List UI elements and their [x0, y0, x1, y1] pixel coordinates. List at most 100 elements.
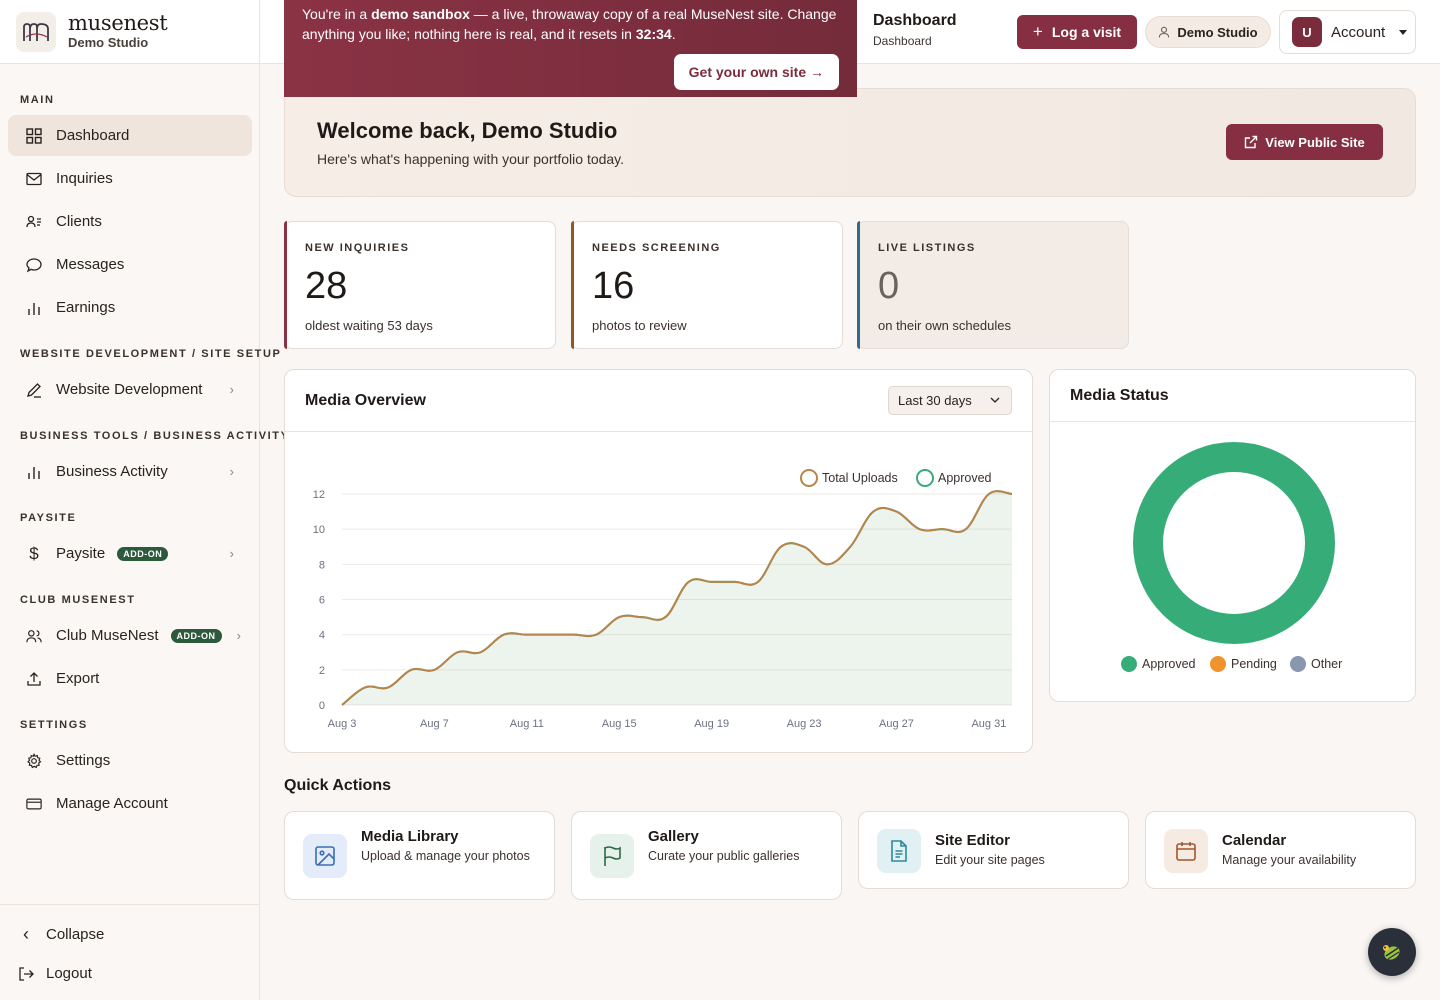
- sidebar-item-business-activity[interactable]: Business Activity ›: [8, 451, 252, 492]
- quick-action-desc: Edit your site pages: [935, 853, 1045, 867]
- sidebar-item-label: Export: [56, 670, 100, 687]
- date-range-select[interactable]: Last 30 days: [888, 386, 1012, 415]
- section-business: BUSINESS TOOLS / BUSINESS ACTIVITY: [20, 430, 290, 442]
- banner-timer: 32:34: [635, 26, 672, 42]
- grid-icon: [26, 127, 42, 144]
- media-status-card: Media Status Approved Pending Other: [1049, 369, 1416, 702]
- stat-label: LIVE LISTINGS: [878, 242, 976, 254]
- sidebar-item-manage-account[interactable]: Manage Account: [8, 783, 252, 824]
- sidebar-item-clients[interactable]: Clients: [8, 201, 252, 242]
- contacts-icon: [26, 214, 42, 230]
- bar-chart-icon: [26, 464, 42, 480]
- sidebar-item-label: Business Activity: [56, 463, 168, 480]
- section-main: MAIN: [20, 94, 55, 106]
- quick-action-site-editor[interactable]: Site Editor Edit your site pages: [858, 811, 1129, 889]
- card-divider: [285, 431, 1032, 432]
- sidebar-item-label: Inquiries: [56, 170, 113, 187]
- sidebar-footer: ‹ Collapse Logout: [0, 904, 260, 1000]
- y-tick-label: 0: [319, 700, 325, 712]
- view-public-site-label: View Public Site: [1265, 134, 1365, 150]
- get-own-site-button[interactable]: Get your own site →: [673, 54, 839, 90]
- brand-name: musenest: [68, 11, 168, 35]
- sidebar-item-paysite[interactable]: $ Paysite ADD-ON ›: [8, 533, 252, 574]
- bar-chart-icon: [26, 300, 42, 316]
- sidebar-item-export[interactable]: Export: [8, 658, 252, 699]
- breadcrumb[interactable]: Dashboard: [873, 34, 932, 48]
- chevron-left-icon: ‹: [23, 924, 29, 944]
- calendar-icon: [1164, 829, 1208, 873]
- collapse-button[interactable]: ‹ Collapse: [18, 924, 105, 944]
- legend-approved[interactable]: Approved: [1121, 656, 1196, 672]
- sidebar-item-website-development[interactable]: Website Development ›: [8, 369, 252, 410]
- collapse-label: Collapse: [46, 926, 105, 943]
- dollar-icon: $: [29, 543, 39, 563]
- sidebar-item-label: Dashboard: [56, 127, 130, 144]
- sidebar-item-label: Settings: [56, 752, 111, 769]
- bug-icon: [1380, 942, 1401, 964]
- sidebar-item-club-musenest[interactable]: Club MuseNest ADD-ON ›: [8, 615, 252, 656]
- studio-switcher[interactable]: Demo Studio: [1145, 16, 1271, 48]
- sidebar-item-label: Club MuseNest: [56, 627, 159, 644]
- brand[interactable]: musenest Demo Studio: [0, 0, 259, 64]
- legend-other[interactable]: Other: [1290, 656, 1342, 672]
- sidebar-item-inquiries[interactable]: Inquiries: [8, 158, 252, 199]
- y-tick-label: 4: [319, 630, 325, 642]
- stat-accent-bar: [571, 221, 574, 349]
- gear-icon: [26, 752, 42, 769]
- media-status-donut: [1133, 442, 1335, 644]
- log-visit-button[interactable]: + Log a visit: [1017, 15, 1137, 49]
- chevron-right-icon: ›: [229, 546, 234, 561]
- stat-card-live-listings[interactable]: LIVE LISTINGS 0 on their own schedules: [857, 221, 1129, 349]
- account-menu-button[interactable]: U Account: [1279, 10, 1416, 54]
- quick-action-media-library[interactable]: Media Library Upload & manage your photo…: [284, 811, 555, 900]
- view-public-site-button[interactable]: View Public Site: [1226, 124, 1383, 160]
- sidebar-item-label: Earnings: [56, 299, 116, 316]
- addon-badge: ADD-ON: [117, 546, 169, 561]
- x-tick-label: Aug 7: [420, 718, 449, 730]
- logout-button[interactable]: Logout: [18, 965, 92, 982]
- quick-action-calendar[interactable]: Calendar Manage your availability: [1145, 811, 1416, 889]
- quick-action-name: Calendar: [1222, 832, 1287, 849]
- stat-card-new-inquiries[interactable]: NEW INQUIRIES 28 oldest waiting 53 days: [284, 221, 556, 349]
- date-range-value: Last 30 days: [898, 393, 972, 408]
- pencil-icon: [26, 382, 42, 398]
- sidebar-item-messages[interactable]: Messages: [8, 244, 252, 285]
- y-tick-label: 8: [319, 559, 325, 571]
- banner-sandbox: demo sandbox: [371, 6, 470, 22]
- users-icon: [26, 628, 42, 644]
- legend-total-uploads[interactable]: Total Uploads: [800, 469, 898, 487]
- chevron-down-icon: [989, 394, 1001, 409]
- assistant-bug-button[interactable]: [1368, 928, 1416, 976]
- sidebar-item-earnings[interactable]: Earnings: [8, 287, 252, 328]
- legend-approved[interactable]: Approved: [916, 469, 992, 487]
- logout-icon: [18, 966, 34, 982]
- stat-value: 16: [592, 265, 635, 307]
- legend-pending[interactable]: Pending: [1210, 656, 1277, 672]
- chat-bubble-icon: [26, 257, 42, 273]
- quick-action-desc: Curate your public galleries: [648, 849, 800, 863]
- document-icon: [877, 829, 921, 873]
- user-icon: [1158, 26, 1170, 38]
- brand-logo-icon: [16, 11, 56, 52]
- legend-swatch: [1121, 656, 1137, 672]
- legend-label: Approved: [1142, 657, 1196, 671]
- stat-value: 28: [305, 265, 348, 307]
- sidebar-item-label: Clients: [56, 213, 102, 230]
- donut-slice-approved[interactable]: [1133, 442, 1335, 644]
- quick-action-gallery[interactable]: Gallery Curate your public galleries: [571, 811, 842, 900]
- brand-studio: Demo Studio: [68, 35, 149, 50]
- stat-label: NEEDS SCREENING: [592, 242, 721, 254]
- media-status-title: Media Status: [1070, 387, 1169, 404]
- flag-icon: [590, 834, 634, 878]
- quick-action-name: Gallery: [648, 828, 699, 845]
- page-title: Dashboard: [873, 12, 957, 29]
- x-tick-label: Aug 3: [328, 718, 357, 730]
- sidebar-item-dashboard[interactable]: Dashboard: [8, 115, 252, 156]
- image-icon: [303, 834, 347, 878]
- sidebar-item-settings[interactable]: Settings: [8, 740, 252, 781]
- stat-label: NEW INQUIRIES: [305, 242, 410, 254]
- media-overview-title: Media Overview: [305, 392, 426, 409]
- addon-badge: ADD-ON: [170, 628, 222, 643]
- banner-middle: — a live, throwaway copy of a real MuseN…: [302, 6, 837, 42]
- stat-card-needs-screening[interactable]: NEEDS SCREENING 16 photos to review: [571, 221, 843, 349]
